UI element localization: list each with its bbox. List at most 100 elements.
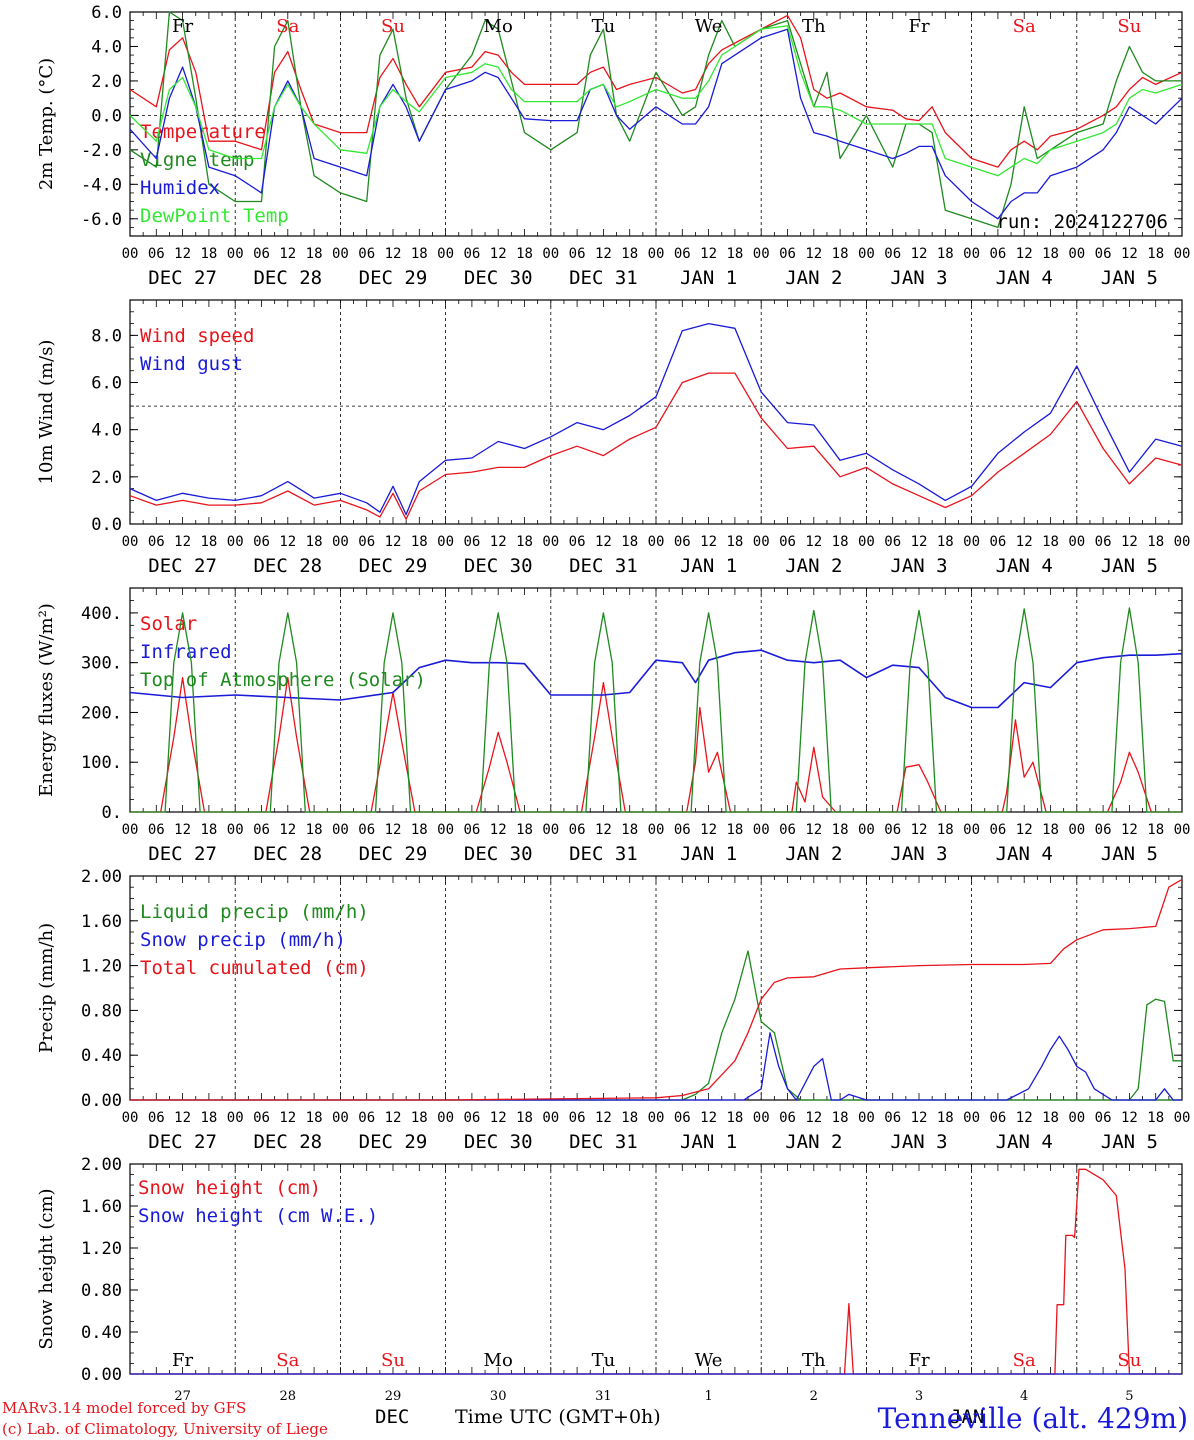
legend-entry: Top of Atmosphere (Solar)	[140, 669, 426, 691]
hour-tick-label: 00	[227, 1110, 244, 1126]
day-label: DEC 28	[253, 843, 322, 865]
legend-entry: Infrared	[140, 641, 232, 663]
hour-tick-label: 18	[1147, 822, 1164, 838]
series-line-snow-height-cm-	[130, 1168, 1182, 1375]
hour-tick-label: 18	[1042, 822, 1059, 838]
hour-tick-label: 00	[648, 822, 665, 838]
hour-tick-label: 00	[227, 822, 244, 838]
hour-tick-label: 12	[1121, 822, 1138, 838]
hour-tick-label: 12	[595, 534, 612, 550]
hour-tick-label: 06	[358, 822, 375, 838]
hour-tick-label: 06	[358, 246, 375, 262]
hour-tick-label: 18	[516, 1110, 533, 1126]
hour-tick-label: 18	[306, 534, 323, 550]
y-tick-label: 6.0	[91, 3, 122, 23]
y-tick-label: -4.0	[81, 175, 122, 195]
hour-tick-label: 06	[148, 534, 165, 550]
run-label: run: 2024122706	[996, 211, 1168, 233]
hour-tick-label: 12	[174, 822, 191, 838]
hour-tick-label: 18	[621, 246, 638, 262]
hour-tick-label: 18	[726, 246, 743, 262]
hour-tick-label: 12	[805, 534, 822, 550]
hour-tick-label: 00	[542, 1110, 559, 1126]
hour-tick-label: 12	[490, 246, 507, 262]
y-tick-label: 8.0	[91, 326, 122, 346]
hour-tick-label: 00	[122, 534, 139, 550]
weekday-label: Th	[802, 1350, 826, 1371]
hour-tick-label: 18	[937, 822, 954, 838]
hour-tick-label: 00	[437, 822, 454, 838]
y-tick-label: 0.40	[81, 1323, 122, 1343]
weekday-label: Su	[381, 1350, 405, 1371]
y-tick-label: 1.20	[81, 957, 122, 977]
hour-tick-label: 12	[700, 534, 717, 550]
hour-tick-label: 06	[1095, 1110, 1112, 1126]
day-label: DEC 27	[148, 267, 217, 289]
hour-tick-label: 00	[1174, 534, 1191, 550]
hour-tick-label: 06	[253, 534, 270, 550]
hour-tick-label: 18	[200, 246, 217, 262]
series-line-dewpoint-temp	[129, 25, 1183, 177]
hour-tick-label: 00	[1174, 822, 1191, 838]
hour-tick-label: 06	[674, 1110, 691, 1126]
hour-tick-label: 06	[989, 1110, 1006, 1126]
weekday-label: Tu	[592, 1350, 616, 1371]
hour-tick-label: 18	[937, 1110, 954, 1126]
hour-tick-label: 06	[1095, 534, 1112, 550]
legend-entry: Snow precip (mm/h)	[140, 929, 346, 951]
day-label: DEC 31	[569, 555, 638, 577]
legend-entry: Wind gust	[140, 353, 243, 375]
day-label: JAN 2	[785, 843, 842, 865]
hour-tick-label: 06	[148, 1110, 165, 1126]
day-label: JAN 4	[996, 267, 1053, 289]
y-tick-label: 0.40	[81, 1046, 122, 1066]
hour-tick-label: 06	[463, 822, 480, 838]
hour-tick-label: 12	[595, 1110, 612, 1126]
series-line-total-cumulated-cm-	[130, 878, 1183, 1101]
hour-tick-label: 18	[516, 246, 533, 262]
hour-tick-label: 12	[805, 1110, 822, 1126]
y-tick-label: 4.0	[91, 37, 122, 57]
hour-tick-label: 00	[437, 1110, 454, 1126]
y-tick-label: 100.	[81, 753, 122, 773]
hour-tick-label: 06	[884, 246, 901, 262]
hour-tick-label: 12	[490, 822, 507, 838]
day-label: DEC 29	[359, 1131, 428, 1153]
day-number-label: 1	[704, 1389, 712, 1404]
hour-tick-label: 00	[648, 246, 665, 262]
weekday-label: Su	[1117, 16, 1141, 37]
hour-tick-label: 00	[332, 246, 349, 262]
hour-tick-label: 18	[516, 822, 533, 838]
weekday-label: Sa	[276, 1350, 299, 1371]
hour-tick-label: 00	[1068, 822, 1085, 838]
day-label: JAN 1	[680, 843, 737, 865]
hour-tick-label: 06	[1095, 246, 1112, 262]
weekday-label: Mo	[484, 16, 513, 37]
day-label: DEC 29	[359, 267, 428, 289]
footer: MARv3.14 model forced by GFS (c) Lab. of…	[2, 1399, 1188, 1438]
y-tick-label: 200.	[81, 703, 122, 723]
hour-tick-label: 00	[753, 822, 770, 838]
panel-snow: 0.00 0.40 0.80 1.20 1.60 2.00 Snow height (cm)…	[36, 1155, 1183, 1404]
hour-tick-label: 06	[569, 1110, 586, 1126]
day-label: DEC 31	[569, 843, 638, 865]
hour-tick-label: 00	[122, 1110, 139, 1126]
y-tick-label: 0.	[102, 803, 122, 823]
hour-tick-label: 12	[805, 246, 822, 262]
hour-tick-label: 12	[174, 246, 191, 262]
hour-tick-label: 06	[358, 534, 375, 550]
day-label: DEC 31	[569, 267, 638, 289]
hour-tick-label: 00	[332, 822, 349, 838]
hour-tick-label: 12	[279, 534, 296, 550]
y-tick-label: 400.	[81, 604, 122, 624]
hour-tick-label: 18	[937, 534, 954, 550]
day-label: JAN 3	[890, 1131, 947, 1153]
hour-tick-label: 12	[490, 534, 507, 550]
y-tick-label: 0.0	[91, 106, 122, 126]
hour-tick-label: 00	[1174, 1110, 1191, 1126]
hour-tick-label: 06	[569, 822, 586, 838]
hour-tick-label: 00	[1068, 1110, 1085, 1126]
hour-tick-label: 00	[542, 246, 559, 262]
panels: -6.0-4.0-2.00.02.04.06.02m Temp. (°C) Tem…	[36, 3, 1190, 1404]
hour-tick-label: 18	[832, 1110, 849, 1126]
